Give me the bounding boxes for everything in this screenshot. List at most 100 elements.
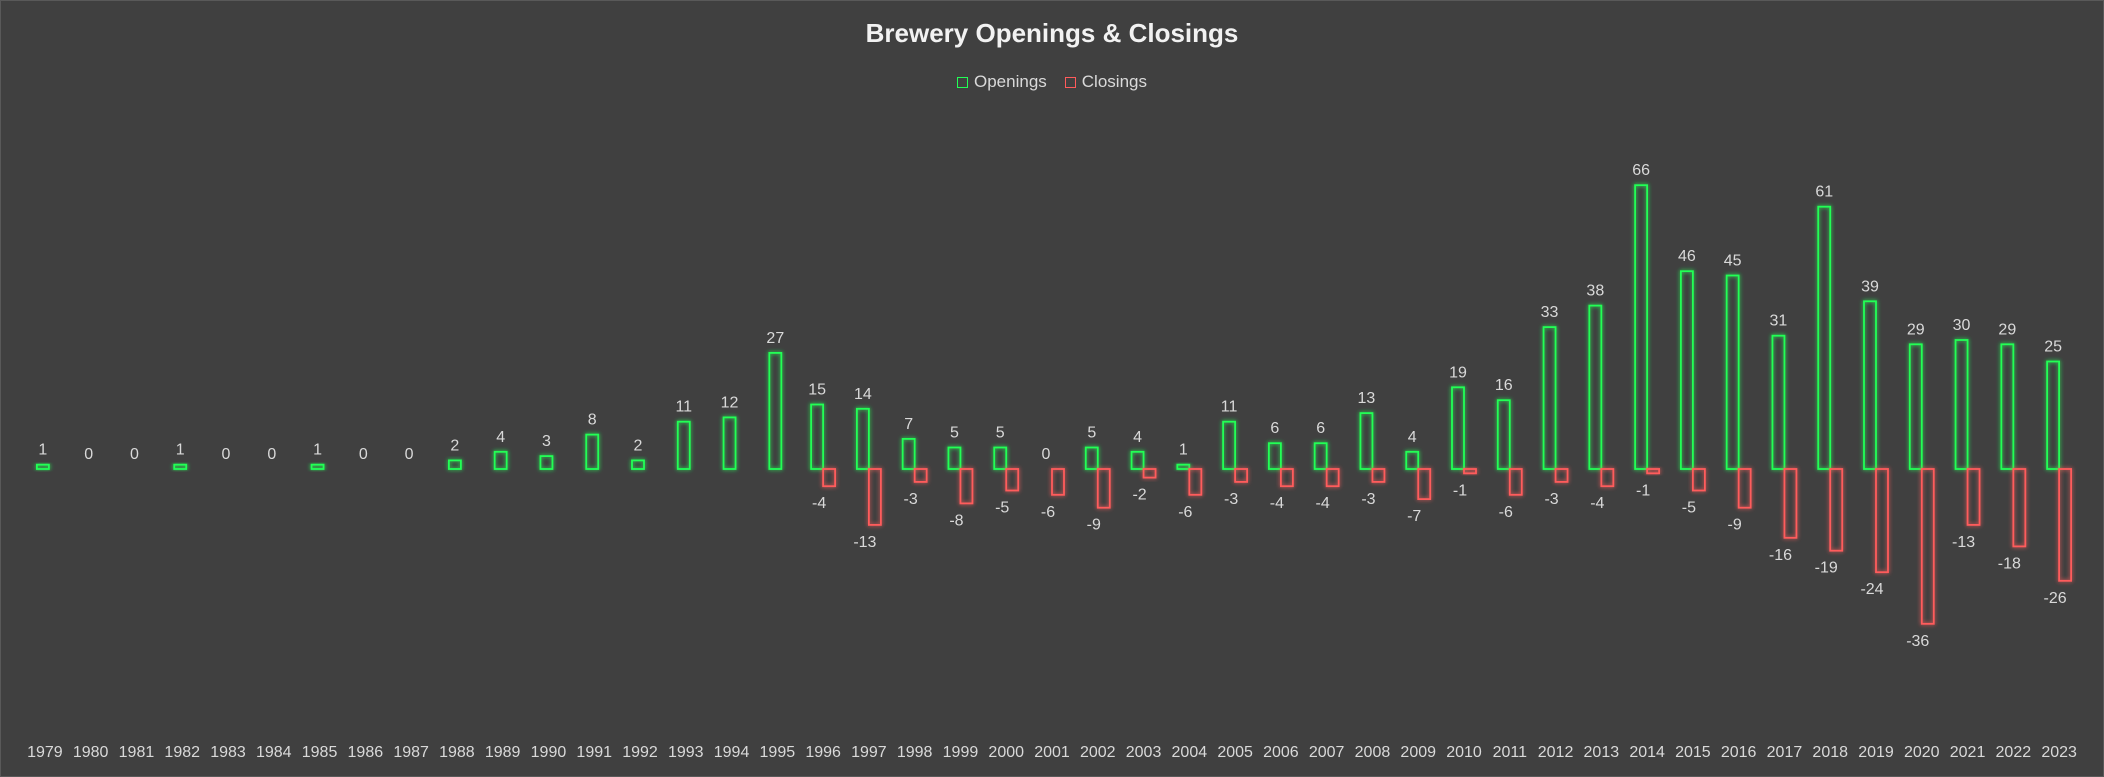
data-label-openings: 31 — [1770, 313, 1788, 330]
data-label-closings: -4 — [1590, 495, 1604, 512]
data-label-closings: -3 — [1544, 491, 1558, 508]
bar-openings — [1130, 450, 1145, 470]
data-label-openings: 39 — [1861, 278, 1879, 295]
data-label-openings: 6 — [1270, 420, 1279, 437]
data-label-closings: -24 — [1860, 581, 1883, 598]
data-label-closings: -4 — [1270, 495, 1284, 512]
x-tick-label: 2019 — [1858, 744, 1894, 761]
bar-closings — [2058, 468, 2073, 582]
legend-label-closings: Closings — [1081, 72, 1147, 91]
bar-closings — [959, 468, 974, 505]
data-label-openings: 1 — [176, 442, 185, 459]
x-tick-label: 1980 — [73, 744, 109, 761]
bar-openings — [1405, 450, 1420, 470]
x-tick-label: 2008 — [1355, 744, 1391, 761]
data-label-closings: -3 — [904, 491, 918, 508]
data-label-openings: 5 — [1087, 425, 1096, 442]
bar-openings — [1222, 420, 1237, 470]
bar-closings — [1005, 468, 1020, 492]
bar-openings — [1084, 446, 1099, 470]
data-label-openings: 4 — [1133, 429, 1142, 446]
bar-openings — [1588, 304, 1603, 470]
bar-openings — [35, 463, 50, 470]
legend-swatch-closings — [1064, 76, 1076, 88]
x-tick-label: 2010 — [1446, 744, 1482, 761]
bar-closings — [1646, 468, 1661, 475]
bar-openings — [1725, 274, 1740, 470]
data-label-openings: 7 — [904, 416, 913, 433]
bar-openings — [1908, 343, 1923, 470]
bar-closings — [1463, 468, 1477, 475]
x-tick-label: 2020 — [1904, 744, 1940, 761]
bar-openings — [1496, 399, 1511, 470]
data-label-closings: -4 — [812, 495, 826, 512]
bar-closings — [1920, 468, 1935, 625]
bar-openings — [1176, 463, 1191, 470]
x-tick-label: 2005 — [1217, 744, 1253, 761]
x-tick-label: 1993 — [668, 744, 704, 761]
data-label-openings: 66 — [1632, 162, 1650, 179]
bar-openings — [1954, 339, 1969, 470]
data-label-openings: 19 — [1449, 364, 1467, 381]
data-label-openings: 29 — [1998, 321, 2016, 338]
data-label-closings: -6 — [1041, 504, 1055, 521]
data-label-openings: 5 — [950, 425, 959, 442]
x-tick-label: 2017 — [1767, 744, 1803, 761]
x-tick-label: 2016 — [1721, 744, 1757, 761]
x-tick-label: 2006 — [1263, 744, 1299, 761]
data-label-openings: 38 — [1586, 283, 1604, 300]
data-label-closings: -19 — [1815, 560, 1838, 577]
bar-closings — [867, 468, 882, 526]
bar-openings — [1542, 326, 1557, 470]
data-label-closings: -6 — [1499, 504, 1513, 521]
bar-openings — [1267, 442, 1282, 470]
data-label-closings: -13 — [853, 534, 876, 551]
data-label-closings: -5 — [1682, 500, 1696, 517]
data-label-openings: 14 — [854, 386, 872, 403]
data-label-openings: 33 — [1541, 304, 1559, 321]
bar-openings — [947, 446, 962, 470]
data-label-openings: 15 — [808, 382, 826, 399]
x-tick-label: 1995 — [760, 744, 796, 761]
x-tick-label: 2014 — [1629, 744, 1665, 761]
data-label-openings: 29 — [1907, 321, 1925, 338]
data-label-openings: 0 — [222, 446, 231, 463]
chart-title: Brewery Openings & Closings — [865, 18, 1239, 48]
x-tick-label: 2013 — [1584, 744, 1620, 761]
data-label-openings: 4 — [1408, 429, 1417, 446]
bar-openings — [173, 463, 188, 470]
bar-openings — [768, 351, 783, 470]
data-label-closings: -3 — [1361, 491, 1375, 508]
bar-openings — [539, 455, 554, 470]
data-label-openings: 6 — [1316, 420, 1325, 437]
bar-closings — [1279, 468, 1294, 488]
bar-closings — [1554, 468, 1569, 483]
data-label-closings: -36 — [1906, 633, 1929, 650]
data-label-openings: 13 — [1358, 390, 1376, 407]
x-tick-label: 2012 — [1538, 744, 1574, 761]
data-label-openings: 1 — [1179, 442, 1188, 459]
data-label-closings: -9 — [1728, 517, 1742, 534]
data-label-openings: 5 — [996, 425, 1005, 442]
data-label-openings: 0 — [1042, 446, 1051, 463]
legend-item-closings: Closings — [1064, 72, 1147, 92]
x-tick-label: 1997 — [851, 744, 887, 761]
bar-closings — [1829, 468, 1844, 552]
legend-item-openings: Openings — [957, 72, 1047, 92]
x-tick-label: 1991 — [576, 744, 612, 761]
x-tick-label: 2015 — [1675, 744, 1711, 761]
bar-closings — [1691, 468, 1706, 492]
bar-closings — [1096, 468, 1111, 509]
bar-openings — [1863, 300, 1877, 470]
data-label-openings: 0 — [84, 446, 93, 463]
data-label-closings: -3 — [1224, 491, 1238, 508]
bar-closings — [2012, 468, 2027, 548]
bar-openings — [1451, 386, 1465, 470]
bar-closings — [913, 468, 928, 483]
x-tick-label: 2009 — [1400, 744, 1436, 761]
bar-closings — [1325, 468, 1340, 488]
data-label-openings: 0 — [359, 446, 368, 463]
data-label-closings: -7 — [1407, 508, 1421, 525]
x-tick-label: 1979 — [27, 744, 63, 761]
